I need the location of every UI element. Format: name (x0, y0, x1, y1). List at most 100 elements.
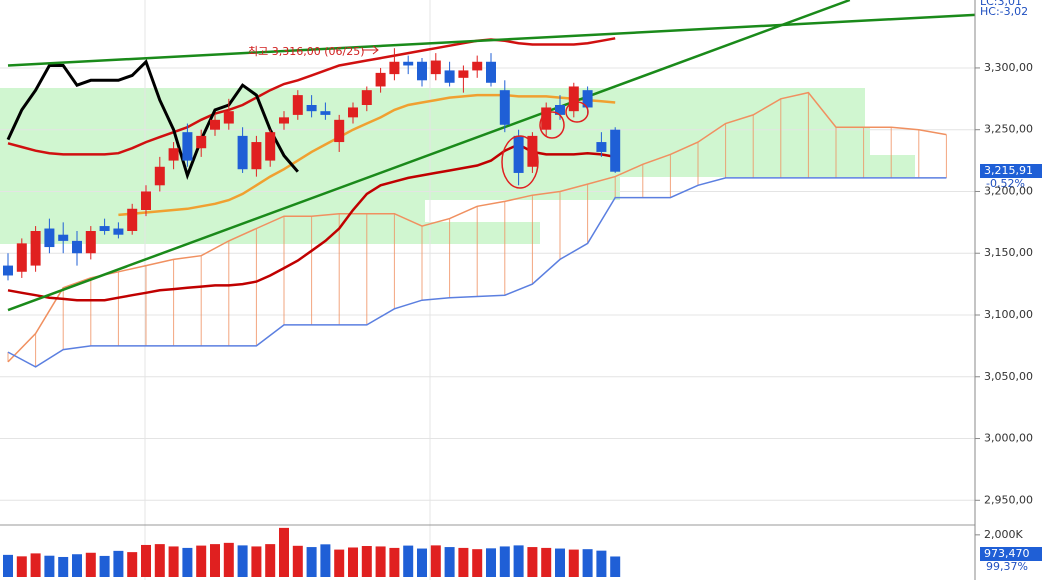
volume-bar (306, 547, 317, 577)
candle-body (486, 61, 496, 83)
candle-body (430, 60, 441, 75)
candle-body (44, 228, 55, 248)
volume-bar (196, 545, 207, 577)
candle-body (389, 61, 400, 75)
candle-body (513, 135, 524, 173)
candle-body (265, 132, 276, 161)
volume-bar (361, 546, 372, 577)
y-tick-label: 3,300,00 (984, 61, 1033, 74)
candle-body (127, 208, 138, 231)
candle-body (223, 111, 234, 124)
highlights (501, 101, 589, 189)
candle-body (210, 119, 220, 130)
candle-body (527, 135, 538, 167)
candle-body (582, 90, 593, 108)
volume-bar (472, 549, 483, 577)
candle-body (334, 119, 345, 143)
volume-bar (265, 544, 276, 577)
volume-bar (237, 545, 248, 577)
cloud-span-b (7, 177, 947, 368)
candle-body (182, 132, 193, 161)
volume-bar (292, 545, 303, 577)
indicator-line (7, 37, 616, 156)
y-tick-label: 3,100,00 (984, 308, 1033, 321)
candle-body (568, 86, 579, 112)
candle-body (472, 61, 483, 71)
volume-bar (141, 544, 151, 577)
y-tick-label: 3,150,00 (984, 246, 1033, 259)
volume-bar (279, 527, 289, 577)
candle-body (444, 70, 455, 83)
plot (0, 0, 976, 580)
candle-body (458, 70, 469, 78)
volume-tag-label: 973,470 (984, 547, 1030, 560)
candle-body (279, 117, 289, 124)
volume-bar (320, 544, 331, 577)
volume-bar (430, 545, 441, 577)
y-tick-label: 3,200,00 (984, 184, 1033, 197)
volume-bar (72, 554, 82, 577)
volume-tick-label: 2,000K (984, 528, 1023, 541)
candle-body (154, 166, 165, 186)
candle-body (85, 231, 96, 254)
candle-body (72, 240, 82, 254)
annotation-arrow (362, 45, 379, 55)
volume-bar (582, 549, 593, 577)
volume-bar (44, 555, 55, 577)
candle-body (375, 72, 386, 87)
cloud-span-a (7, 91, 947, 363)
volume-bar (99, 555, 110, 577)
volume-bar (486, 548, 496, 577)
candle-body (417, 61, 427, 81)
candle-body (141, 191, 151, 210)
candle-body (99, 226, 110, 231)
y-tick-label: 3,050,00 (984, 370, 1033, 383)
volume-bar (210, 544, 220, 577)
volume-bar (3, 554, 13, 577)
candle-body (320, 111, 331, 115)
price-tag (980, 164, 1042, 178)
volume-bar (568, 549, 579, 577)
volume-bar (610, 556, 621, 577)
volume-bar (168, 546, 179, 577)
annotation: 최고 3,316,00 (06/25) (248, 45, 365, 58)
top-label: LC:3,01 (980, 0, 1022, 8)
volume-bar (403, 545, 414, 577)
candle-body (58, 234, 69, 241)
volume-bar (375, 546, 386, 577)
volume-bar (596, 550, 607, 577)
volume-bar (417, 548, 427, 577)
candle-body (610, 129, 621, 172)
volume-bar (527, 547, 538, 577)
candle-body (555, 105, 565, 115)
candle-body (113, 228, 124, 235)
volume-bar (334, 549, 345, 577)
trendline (7, 0, 851, 312)
volume-bar (223, 542, 234, 577)
axis-panel (975, 0, 1053, 580)
volume-bar (541, 547, 552, 577)
volume-bar (389, 547, 400, 577)
volume-bar (85, 552, 96, 577)
volume-bar (444, 547, 455, 577)
volume-bar (555, 548, 565, 577)
candle-body (168, 148, 179, 161)
candle-body (237, 135, 248, 170)
price-tag-label: 3,215,91 (984, 164, 1033, 177)
candle-body (196, 135, 207, 149)
top-label: HC:-3,02 (980, 5, 1028, 18)
volume-bar (513, 545, 524, 577)
trendline (7, 13, 976, 67)
candle-body (16, 243, 27, 272)
volume-bar (182, 547, 193, 577)
y-tick-label: 2,950,00 (984, 493, 1033, 506)
green-zones (0, 88, 915, 244)
volume-bar (499, 546, 510, 577)
candle-body (403, 61, 414, 66)
volume-bar (30, 553, 41, 577)
candle-body (3, 265, 13, 276)
y-tick-label: 3,250,00 (984, 123, 1033, 136)
volume-tag (980, 547, 1042, 561)
volume-bar (113, 550, 124, 577)
